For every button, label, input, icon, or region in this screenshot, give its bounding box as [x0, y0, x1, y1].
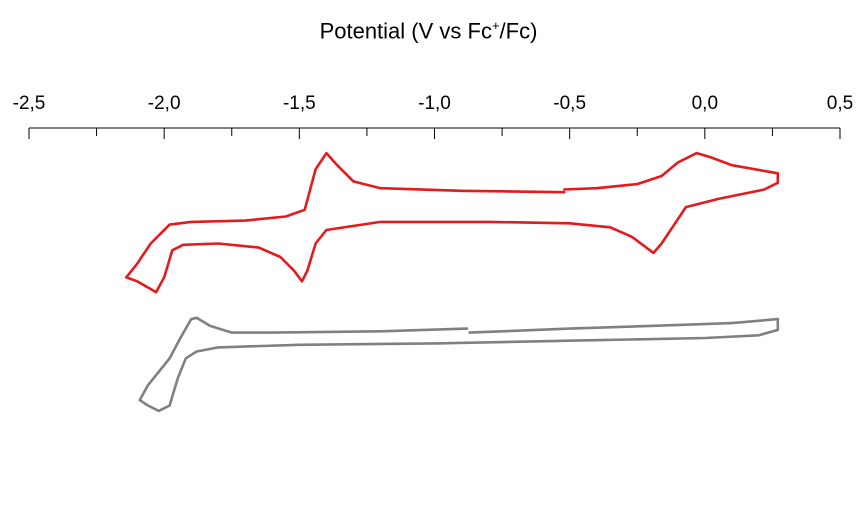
x-tick-label: -1,0: [418, 93, 451, 114]
x-tick-label: 0,0: [692, 93, 718, 114]
x-tick-label: -0,5: [553, 93, 586, 114]
x-axis-title-suffix: /Fc): [499, 18, 538, 44]
cv-curve-2: [138, 316, 780, 413]
x-tick-label: -2,5: [13, 93, 46, 114]
x-tick-label: -1,5: [283, 93, 316, 114]
x-axis-title-prefix: Potential (V vs Fc: [319, 18, 492, 44]
cv-curve-1: [125, 151, 780, 294]
x-tick-label: 0,5: [827, 93, 853, 114]
x-axis-title: Potential (V vs Fc+/Fc): [0, 18, 857, 44]
x-tick-label: -2,0: [148, 93, 181, 114]
x-axis-title-superscript: +: [491, 18, 500, 33]
